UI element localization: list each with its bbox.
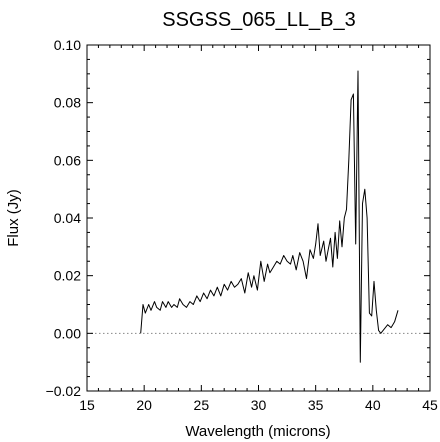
y-tick-label: 0.02 — [54, 268, 81, 284]
y-tick-label: 0.10 — [54, 37, 81, 53]
x-tick-label: 40 — [365, 397, 381, 413]
plot-frame — [86, 44, 431, 392]
x-tick-label: 45 — [422, 397, 438, 413]
flux-series-line — [140, 70, 399, 363]
x-tick-label: 20 — [136, 397, 152, 413]
y-tick-label: 0.04 — [54, 210, 81, 226]
x-axis-label: Wavelength (microns) — [185, 423, 330, 440]
x-tick-label: 30 — [251, 397, 267, 413]
x-tick-label: 25 — [194, 397, 210, 413]
x-tick-label: 35 — [308, 397, 324, 413]
y-tick-label: 0.08 — [54, 95, 81, 111]
chart-title: SSGSS_065_LL_B_3 — [162, 9, 356, 31]
y-axis-label: Flux (Jy) — [5, 189, 22, 247]
y-tick-label: 0.06 — [54, 152, 81, 168]
x-tick-label: 15 — [79, 397, 95, 413]
y-tick-label: −0.02 — [46, 383, 82, 399]
y-tick-label: 0.00 — [54, 325, 81, 341]
